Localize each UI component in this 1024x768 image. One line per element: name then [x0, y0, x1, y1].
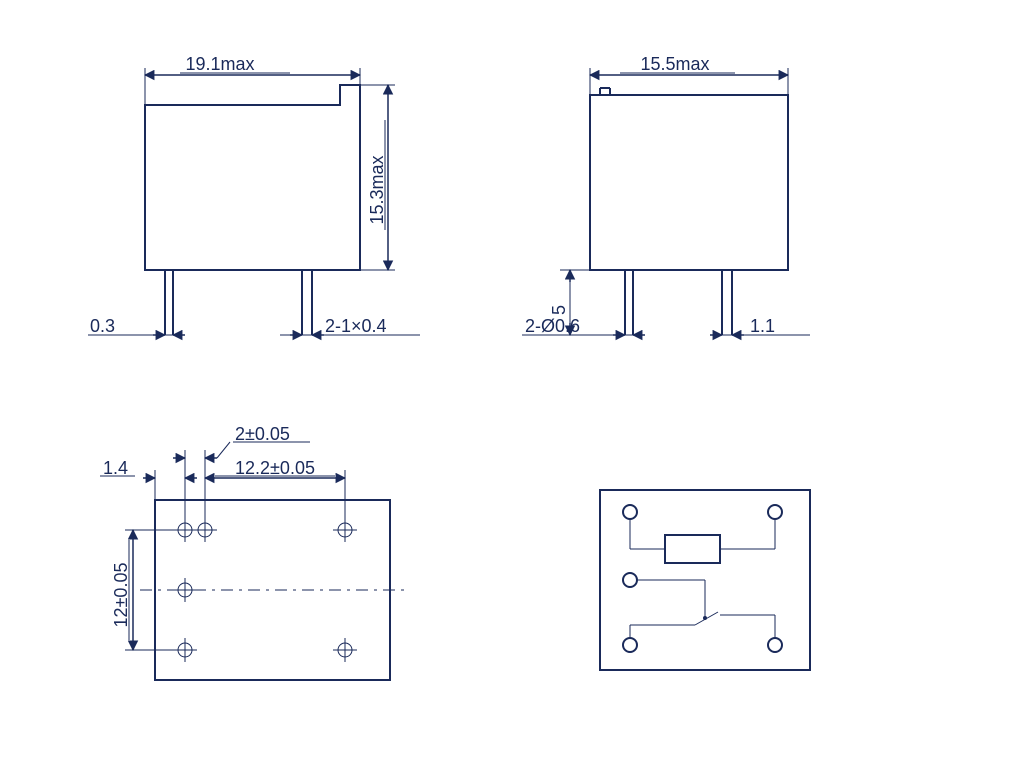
side-lead-left-label: 2-Ø0.6 — [525, 316, 580, 336]
pcb-layout: 2±0.05 12.2±0.05 1.4 12±0.05 — [100, 424, 405, 680]
front-lead-right-label: 2-1×0.4 — [325, 316, 387, 336]
front-width-label: 19.1max — [185, 54, 254, 74]
pcb-top-dim1: 2±0.05 — [235, 424, 290, 444]
front-height-label: 15.3max — [367, 155, 387, 224]
side-lead-height-label: 5 — [549, 305, 569, 315]
front-view: 19.1max 15.3max 0.3 2-1×0.4 — [88, 54, 420, 336]
pcb-left-margin: 1.4 — [103, 458, 128, 478]
pcb-side-dim: 12±0.05 — [111, 563, 131, 628]
schematic-view — [600, 490, 810, 670]
side-lead-right-label: 1.1 — [750, 316, 775, 336]
front-lead-left-label: 0.3 — [90, 316, 115, 336]
side-width-label: 15.5max — [640, 54, 709, 74]
side-view: 15.5max 5 2-Ø0.6 1.1 — [522, 54, 810, 336]
pcb-top-dim2: 12.2±0.05 — [235, 458, 315, 478]
